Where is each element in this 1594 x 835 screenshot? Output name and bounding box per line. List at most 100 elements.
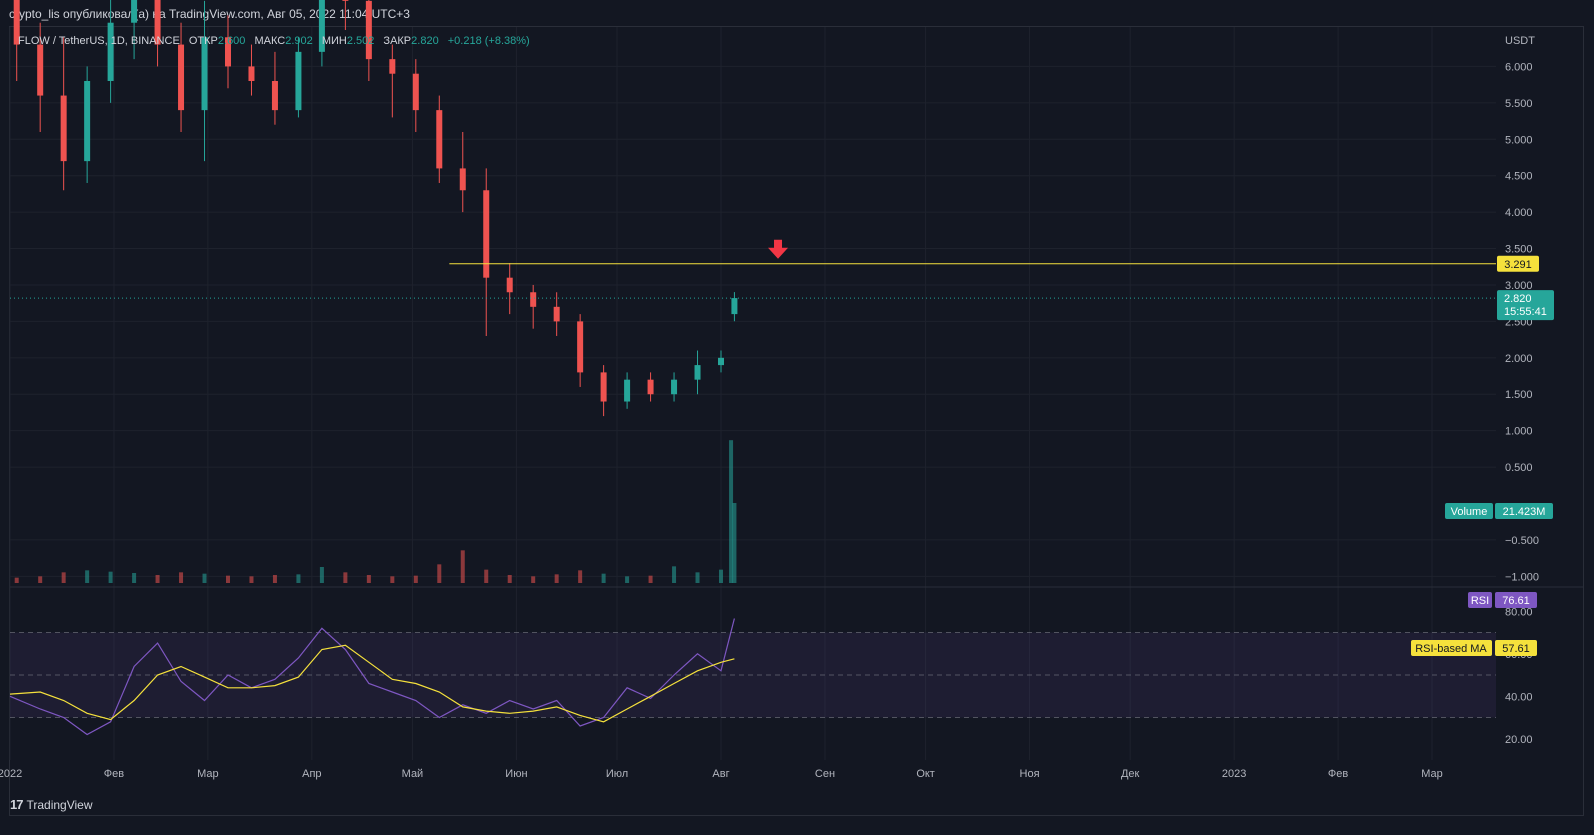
candle-body (436, 110, 443, 169)
volume-bar (14, 577, 19, 583)
low-label: МИН (321, 35, 347, 47)
time-tick-label: Авг (712, 768, 729, 780)
volume-bar (601, 573, 606, 583)
rsi-value-badge (1495, 592, 1537, 608)
candle-body (459, 168, 466, 191)
time-tick-label: Окт (916, 768, 935, 780)
time-tick-label: Июн (505, 768, 527, 780)
time-tick-label: Сен (815, 768, 835, 780)
last-price-badge (1497, 290, 1554, 321)
candle-body (483, 190, 490, 278)
time-tick-label: Мар (197, 768, 219, 780)
volume-bar (343, 572, 348, 583)
publish-header: crypto_lis опубликовал(а) на TradingView… (0, 0, 1594, 26)
volume-bar (695, 572, 700, 583)
price-tick-label: 3.500 (1505, 244, 1533, 256)
volume-bar (85, 570, 90, 583)
time-tick-label: Ноя (1020, 768, 1040, 780)
candle-body (295, 51, 302, 111)
rsi-ma-line (9, 644, 735, 723)
volume-bar (729, 440, 734, 583)
last-price-label: 2.820 (1504, 293, 1532, 305)
volume-bar (507, 575, 512, 583)
price-tick-label: 6.000 (1505, 61, 1533, 73)
price-tick-label: 3.000 (1505, 280, 1533, 292)
tradingview-logo-icon: 17 (10, 797, 24, 812)
price-tick-label: 0.500 (1505, 462, 1533, 474)
symbol-legend: FLOW / TetherUS, 1D, BINANCE ОТКР2.600 М… (18, 35, 530, 47)
symbol-name: FLOW / TetherUS, 1D, BINANCE (18, 35, 180, 47)
candle-body (318, 0, 325, 52)
rsi-ma-value-badge (1495, 640, 1537, 656)
low-value: 2.502 (346, 35, 375, 47)
candle-body (553, 306, 560, 322)
volume-value-label: 21.423M (1503, 506, 1546, 518)
volume-bar (108, 571, 113, 583)
candle-body (506, 277, 513, 293)
level-price-label: 3.291 (1504, 259, 1532, 271)
candle-body (731, 298, 738, 315)
volume-bar (179, 572, 184, 583)
volume-bar (719, 569, 723, 583)
main-pane (10, 27, 1496, 583)
candle-body (530, 292, 537, 307)
time-tick-label: Дек (1121, 768, 1140, 780)
candle-body (624, 379, 631, 402)
candle-body (84, 80, 91, 162)
close-label: ЗАКР (383, 35, 412, 47)
candle-body (131, 0, 138, 23)
volume-bar (38, 576, 43, 583)
time-tick-label: Мар (1421, 768, 1443, 780)
volume-bar (319, 567, 324, 583)
change-value: +0.218 (+8.38%) (447, 35, 530, 47)
rsi-name-label: RSI (1471, 595, 1489, 607)
price-tick-label: 5.000 (1505, 134, 1533, 146)
time-tick-label: Фев (1328, 768, 1348, 780)
candle-body (107, 22, 114, 81)
volume-bar (296, 574, 301, 583)
price-tick-label: 4.500 (1505, 171, 1533, 183)
time-tick-label: 2023 (1222, 768, 1246, 780)
volume-bar (413, 575, 418, 583)
volume-bar (437, 564, 442, 583)
volume-name-badge (1445, 503, 1493, 519)
rsi-ma-name-badge (1411, 640, 1492, 656)
candle-body (342, 0, 349, 1)
candle-body (671, 379, 678, 395)
candle-body (694, 365, 701, 380)
rsi-name-badge (1468, 592, 1492, 608)
candle-body (600, 372, 607, 402)
price-tick-label: −0.500 (1505, 535, 1539, 547)
down-arrow-icon (768, 239, 789, 259)
volume-bar (132, 573, 137, 583)
volume-bar (732, 503, 737, 583)
volume-bar (272, 575, 277, 583)
price-tick-label: 5.500 (1505, 98, 1533, 110)
price-tick-label: 1.000 (1505, 426, 1533, 438)
candle-body (647, 379, 654, 395)
rsi-ma-value-label: 57.61 (1502, 643, 1530, 655)
volume-bar (249, 576, 254, 583)
candle-body (201, 37, 208, 111)
volume-bar (155, 575, 160, 583)
open-value: 2.600 (217, 35, 246, 47)
candle-body (37, 44, 44, 96)
candle-body (718, 357, 724, 366)
footer-brand[interactable]: 17 TradingView (10, 797, 93, 812)
volume-value-badge (1495, 503, 1553, 519)
footer-brand-name: TradingView (26, 797, 93, 812)
candle-body (60, 95, 67, 162)
volume-bar (672, 566, 677, 583)
currency-label: USDT (1505, 35, 1535, 47)
volume-bar (202, 573, 207, 583)
high-value: 2.902 (285, 35, 313, 47)
time-tick-label: Май (402, 768, 424, 780)
volume-bar (578, 570, 583, 583)
open-label: ОТКР (188, 35, 218, 47)
publish-info: crypto_lis опубликовал(а) на TradingView… (9, 7, 410, 21)
candle-body (365, 0, 372, 60)
volume-bar (225, 575, 230, 583)
candle-body (154, 0, 161, 45)
time-tick-label: Июл (606, 768, 628, 780)
